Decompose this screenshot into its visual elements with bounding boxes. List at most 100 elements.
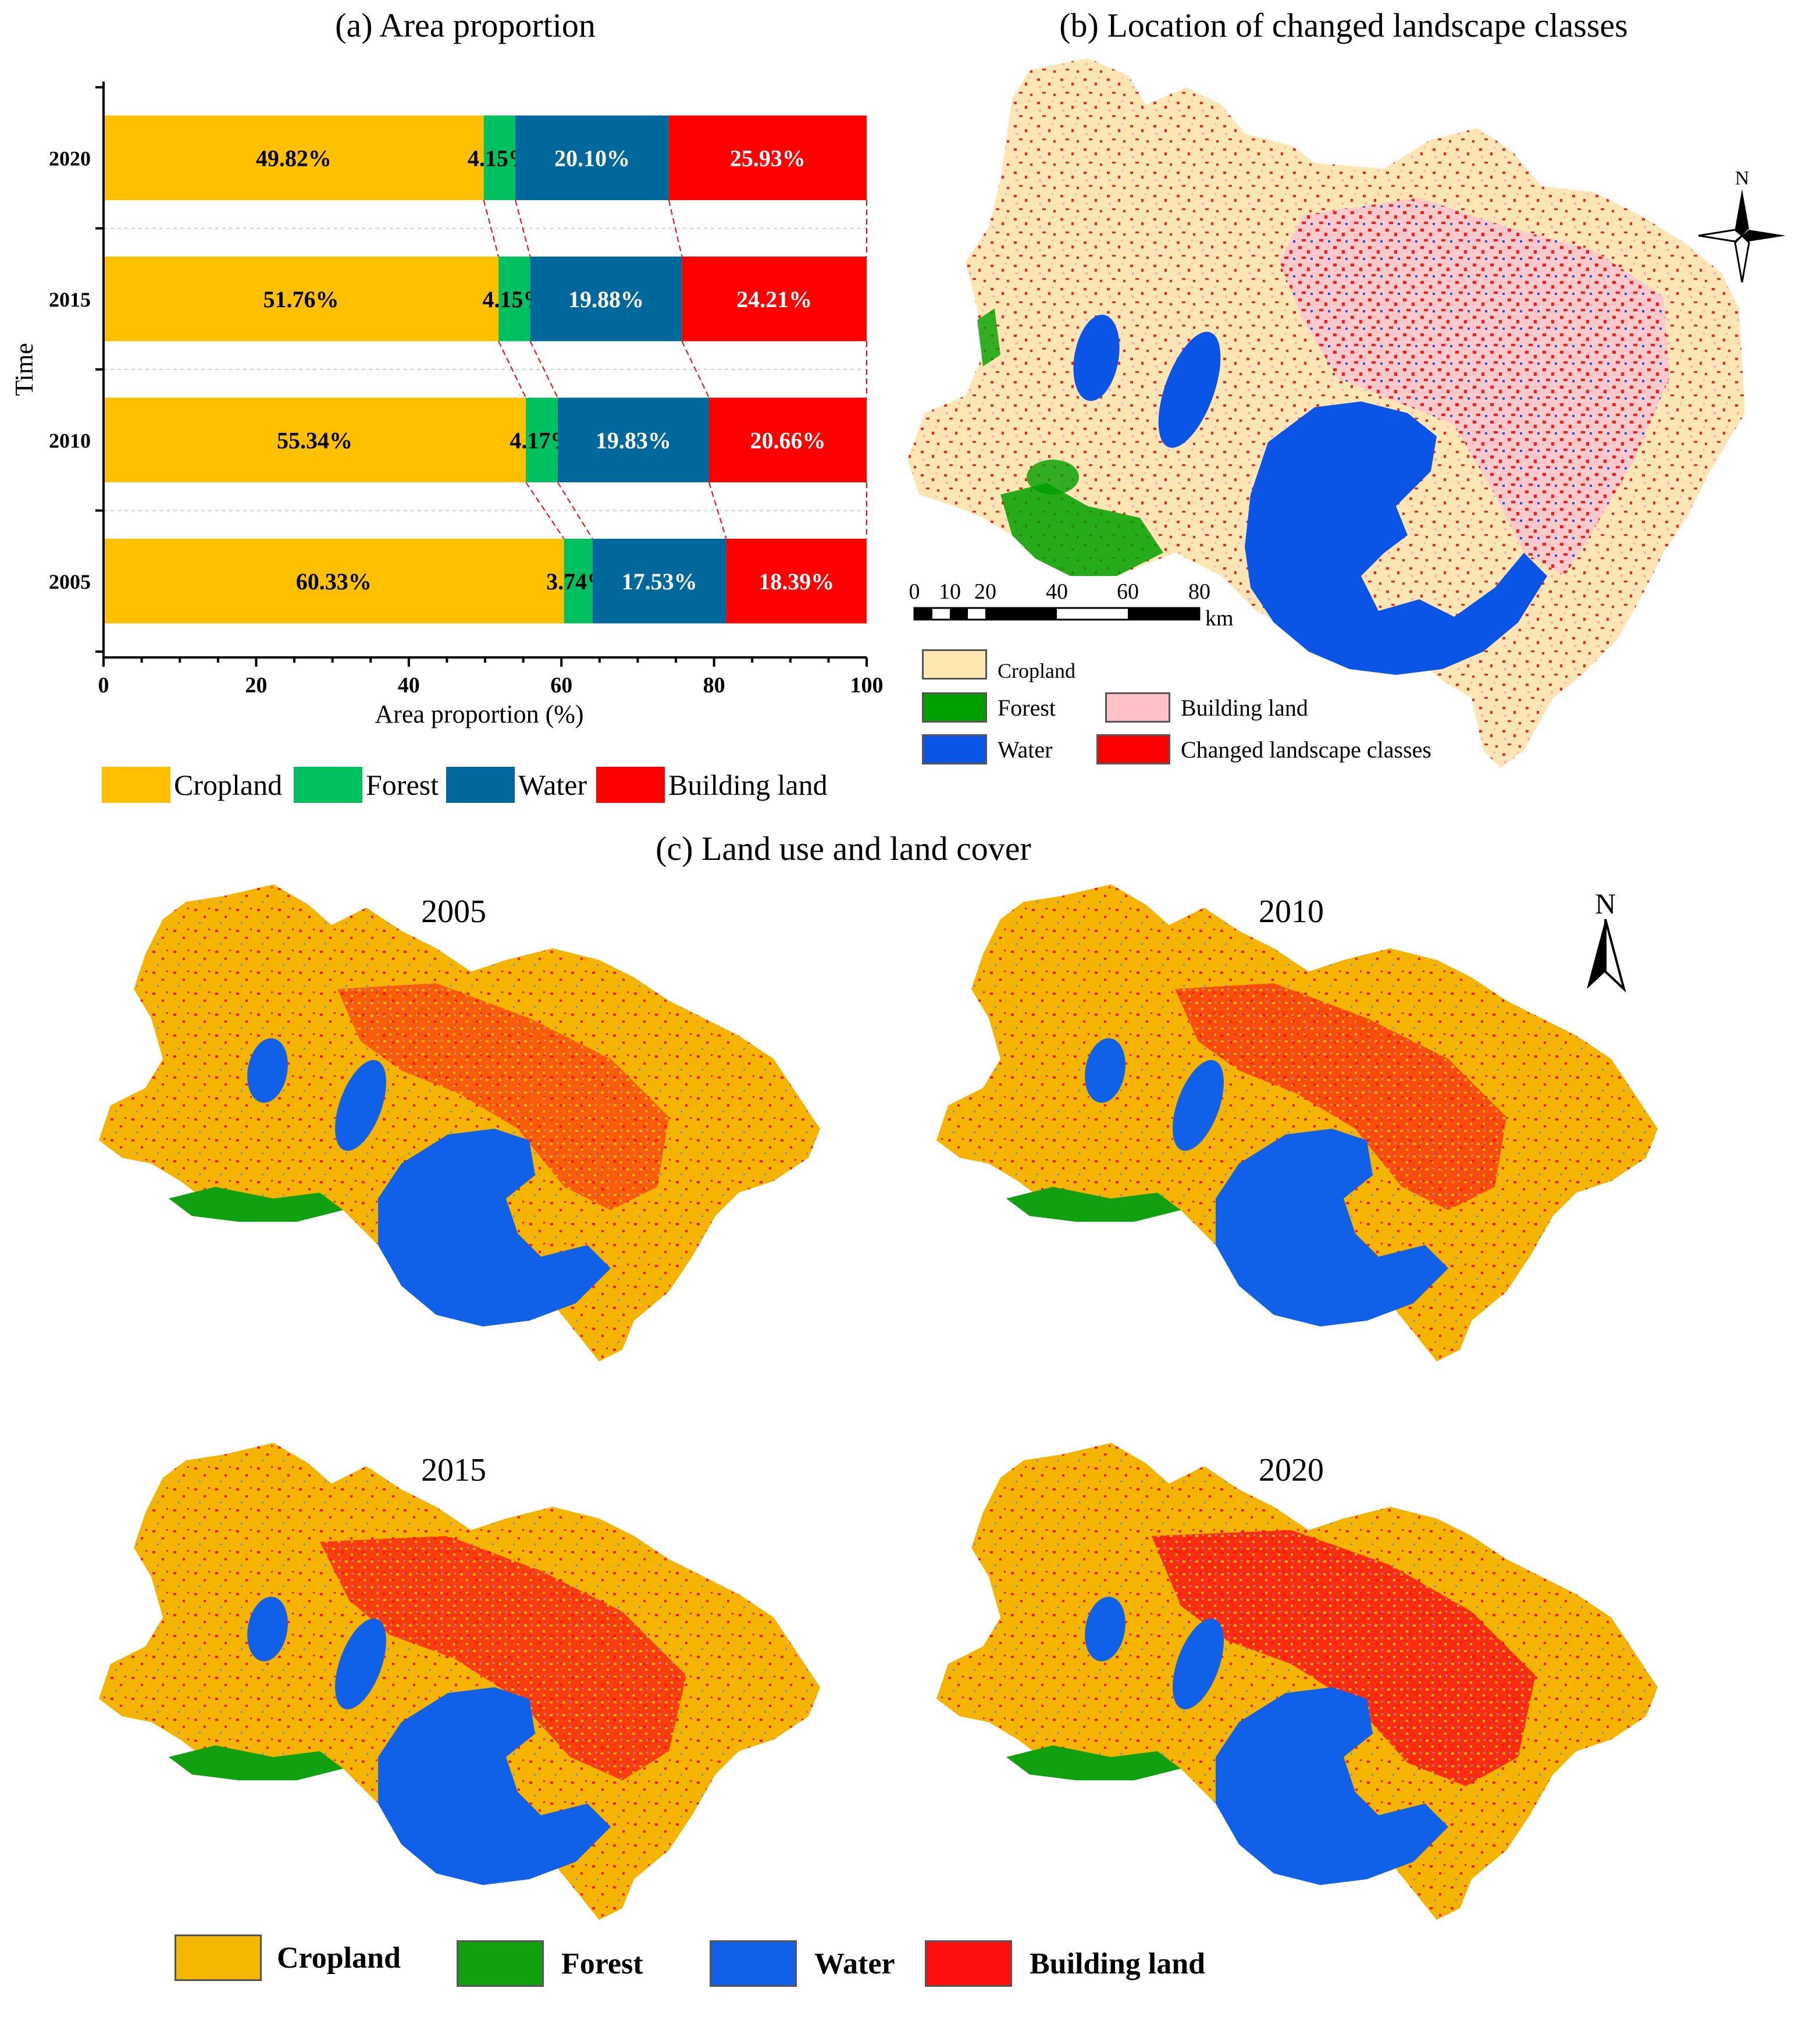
connector-line <box>498 341 526 398</box>
y-tick-label: 2015 <box>49 288 91 311</box>
legend-a-building-swatch <box>596 767 665 803</box>
legend-b-cropland-swatch <box>922 649 987 680</box>
legend-b-forest: Forest <box>922 692 1056 723</box>
bar-data-label: 24.21% <box>736 286 812 312</box>
legend-b-changed-label: Changed landscape classes <box>1181 736 1431 763</box>
bar-data-label: 18.39% <box>758 568 834 595</box>
map-2015-year: 2015 <box>421 1452 486 1488</box>
bar-2010-water <box>557 397 709 482</box>
scale-tick-80: 80 <box>1188 579 1210 604</box>
scale-tick-40: 40 <box>1046 579 1068 604</box>
legend-b-changed-swatch <box>1096 734 1170 764</box>
north-label-b: N <box>1735 168 1750 189</box>
legend-b-building-swatch <box>1105 692 1170 723</box>
legend-c-water: Water <box>710 1940 895 1987</box>
north-label-c: N <box>1595 887 1616 920</box>
panel-a-title: (a) Area proportion <box>335 6 596 44</box>
changed-landscape-map: N 0 10 20 40 60 80 km <box>907 58 1786 768</box>
x-tick-label: 100 <box>850 673 884 698</box>
legend-b-water: Water <box>922 734 1053 764</box>
scale-tick-10: 10 <box>939 579 961 604</box>
legend-a-cropland: Cropland <box>102 767 282 803</box>
legend-a-forest: Forest <box>294 767 439 803</box>
map-2010-year: 2010 <box>1259 894 1324 930</box>
legend-b-cropland-label: Cropland <box>998 659 1075 682</box>
bar-data-label: 60.33% <box>296 568 372 595</box>
bar-2020-cropland <box>104 115 484 200</box>
lake-b-2 <box>1158 332 1221 448</box>
legend-c-cropland-swatch <box>174 1934 262 1981</box>
bar-2005-forest <box>564 539 593 624</box>
bar-data-label: 17.53% <box>622 568 697 595</box>
legend-b-forest-label: Forest <box>998 694 1056 721</box>
panel-c-title: (c) Land use and land cover <box>656 830 1031 867</box>
connector-line <box>525 482 565 539</box>
bar-2005-building-land <box>726 539 867 624</box>
legend-a-forest-swatch <box>294 767 362 803</box>
region-b-urban <box>1280 198 1669 576</box>
map-2005-year: 2005 <box>421 894 486 930</box>
y-axis-title: Time <box>10 343 38 396</box>
x-tick-label: 20 <box>245 673 267 698</box>
connector-line <box>529 341 558 398</box>
x-axis-title: Area proportion (%) <box>375 700 583 728</box>
legend-c-building-swatch <box>925 1940 1012 1987</box>
bar-2020-building-land <box>668 115 867 200</box>
bar-2015-forest <box>498 257 530 342</box>
bar-2015-cropland <box>104 257 499 342</box>
y-tick-label: 2005 <box>49 570 91 593</box>
x-tick-label: 80 <box>703 673 725 698</box>
legend-b: Cropland Forest Building land Water Chan… <box>922 646 1794 780</box>
map-2020: 2020 <box>936 1443 1658 1920</box>
taihu-lake-b <box>1245 401 1547 675</box>
legend-b-building: Building land <box>1105 692 1308 723</box>
region-b-forest-south <box>1000 483 1163 576</box>
bar-2005-cropland <box>104 539 564 624</box>
legend-c-water-label: Water <box>814 1947 895 1980</box>
scale-tick-60: 60 <box>1117 579 1139 604</box>
y-tick-label: 2020 <box>49 147 91 170</box>
bar-2010-forest <box>526 397 558 482</box>
legend-c-forest-label: Forest <box>561 1947 643 1980</box>
legend-b-cropland: Cropland <box>922 646 1075 683</box>
x-tick-label: 60 <box>550 673 572 698</box>
map-2005: 2005 <box>99 884 820 1361</box>
legend-c-forest-swatch <box>457 1940 544 1987</box>
legend-b-water-label: Water <box>998 736 1053 763</box>
north-arrow-b: N <box>1698 168 1786 283</box>
bar-data-label: 20.10% <box>554 145 630 171</box>
bar-2020-forest <box>483 115 516 200</box>
bar-data-label: 55.34% <box>277 427 352 453</box>
y-tick-label: 2010 <box>49 429 91 452</box>
bar-data-label: 19.88% <box>568 286 644 312</box>
bar-2020-water <box>515 115 669 200</box>
bar-data-label: 49.82% <box>256 145 332 171</box>
legend-a-water: Water <box>446 767 587 803</box>
panel-b-title: (b) Location of changed landscape classe… <box>1059 6 1628 44</box>
legend-c-water-swatch <box>710 1940 797 1987</box>
legend-c-building-label: Building land <box>1030 1947 1206 1980</box>
lake-b-1 <box>1073 314 1120 401</box>
legend-c-cropland-label: Cropland <box>277 1941 401 1975</box>
legend-a-water-label: Water <box>518 769 587 801</box>
map-2020-year: 2020 <box>1259 1452 1324 1488</box>
map-2015: 2015 <box>99 1443 820 1920</box>
connector-line <box>483 200 500 257</box>
legend-c-cropland: Cropland <box>174 1934 401 1981</box>
connector-line <box>668 200 683 257</box>
bar-data-label: 51.76% <box>263 286 339 312</box>
bar-2010-building-land <box>708 397 867 482</box>
chart-a-legend: Cropland Forest Water Building land <box>102 767 916 813</box>
bar-data-label: 25.93% <box>730 145 806 171</box>
bar-data-label: 20.66% <box>750 427 825 453</box>
bar-data-label: 19.83% <box>596 427 671 453</box>
scale-tick-0: 0 <box>909 579 920 604</box>
bar-2005-water <box>592 539 726 624</box>
legend-b-changed: Changed landscape classes <box>1096 734 1431 764</box>
connector-line <box>681 341 710 398</box>
legend-b-building-label: Building land <box>1181 694 1308 721</box>
map-2010: 2010 <box>936 884 1658 1361</box>
north-arrow-c: N <box>1587 887 1626 993</box>
scale-unit: km <box>1205 606 1234 631</box>
